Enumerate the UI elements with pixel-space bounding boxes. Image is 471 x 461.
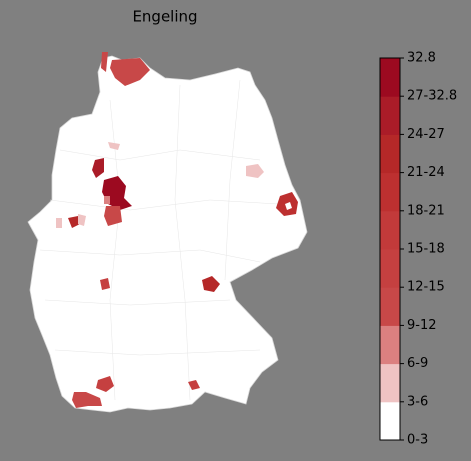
colorbar-segment <box>380 287 400 326</box>
colorbar-segment <box>380 96 400 135</box>
colorbar-label: 3-6 <box>407 394 428 409</box>
district <box>72 392 102 408</box>
district <box>56 218 62 228</box>
colorbar-segment <box>380 249 400 288</box>
district <box>246 164 264 178</box>
colorbar-label: 21-24 <box>407 165 445 180</box>
colorbar-segment <box>380 401 400 441</box>
colorbar-label: 15-18 <box>407 242 445 257</box>
colorbar-label: 6-9 <box>407 356 428 371</box>
district <box>104 206 122 226</box>
germany-map <box>27 52 308 413</box>
colorbar-segment <box>380 363 400 403</box>
colorbar-segment <box>380 172 400 212</box>
district <box>101 52 108 72</box>
colorbar-label: 24-27 <box>407 127 445 142</box>
colorbar-label: 9-12 <box>407 318 437 333</box>
colorbar-segment <box>380 210 400 250</box>
colorbar-label: 12-15 <box>407 280 445 295</box>
district-borders <box>39 79 296 401</box>
country-outline <box>27 55 308 413</box>
district <box>68 216 80 228</box>
district <box>96 376 114 392</box>
district <box>100 278 110 290</box>
colorbar-label: 27-32.8 <box>407 89 457 104</box>
district <box>285 202 292 210</box>
colorbar-label: 0-3 <box>407 433 428 448</box>
district <box>78 214 86 226</box>
colorbar-label: 18-21 <box>407 203 445 218</box>
colorbar-segment <box>380 325 400 365</box>
map-title: Engeling <box>132 8 197 26</box>
colorbar-segment <box>380 134 400 174</box>
highlighted-districts <box>56 52 298 408</box>
colorbar-segment <box>380 58 400 97</box>
colorbar-label: 32.8 <box>407 51 436 66</box>
district <box>108 142 120 150</box>
district <box>110 58 150 86</box>
colorbar: 0-3 3-6 6-9 9-12 12-15 15-18 18-21 21-24 24-27 27… <box>379 51 457 448</box>
district <box>92 158 104 178</box>
district <box>202 276 220 292</box>
district <box>188 380 200 390</box>
district <box>104 196 110 204</box>
